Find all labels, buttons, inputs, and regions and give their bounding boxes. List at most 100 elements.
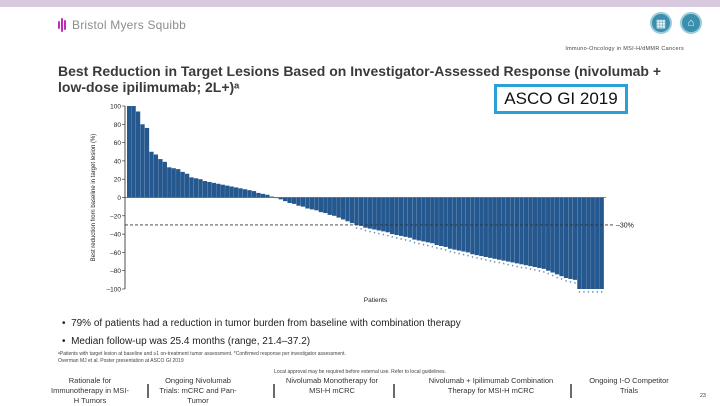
bullet-point-2: • Median follow-up was 25.4 months (rang… (62, 336, 311, 347)
waterfall-bar (323, 197, 328, 214)
waterfall-bar (167, 167, 172, 198)
waterfall-bar (314, 197, 319, 211)
confirmed-response-marker: * (574, 282, 576, 288)
waterfall-bar (309, 197, 315, 210)
waterfall-bar (180, 171, 185, 198)
confirmed-response-marker: * (534, 269, 536, 275)
waterfall-bar (372, 197, 377, 230)
confirmed-response-marker: * (378, 232, 380, 238)
waterfall-bar (572, 197, 578, 280)
confirmed-response-marker: * (529, 268, 531, 274)
bullet-point-1: • 79% of patients had a reduction in tum… (62, 318, 461, 329)
confirmed-response-marker: * (391, 236, 393, 242)
waterfall-bar (421, 197, 426, 242)
menu-grid-button[interactable]: ▦ (650, 12, 672, 34)
waterfall-bar (233, 187, 239, 198)
waterfall-bar (532, 197, 537, 268)
waterfall-bar (256, 192, 261, 198)
confirmed-response-marker: * (583, 291, 585, 297)
waterfall-bar (220, 184, 225, 198)
confirmed-response-marker: * (592, 291, 594, 297)
waterfall-bar (456, 197, 462, 251)
waterfall-bar (242, 189, 248, 198)
waterfall-bar (443, 197, 448, 247)
confirmed-response-marker: * (449, 251, 451, 257)
waterfall-bar (336, 197, 341, 218)
confirmed-response-marker: * (556, 276, 558, 282)
nav-divider (393, 384, 395, 398)
waterfall-bar (554, 197, 560, 275)
confirmed-response-marker: * (463, 253, 465, 259)
waterfall-bar (340, 197, 346, 220)
confirmed-response-marker: * (489, 260, 491, 266)
waterfall-bar (479, 197, 484, 257)
waterfall-bar (385, 197, 390, 233)
footnote-1: ᵃPatients with target lesion at baseline… (58, 351, 346, 357)
nav-nivolumab-ipilimumab[interactable]: Nivolumab + Ipilimumab Combination Thera… (428, 376, 554, 395)
waterfall-bar (430, 197, 435, 244)
confirmed-response-marker: * (396, 237, 398, 243)
waterfall-bar (318, 197, 323, 213)
waterfall-bar (537, 197, 542, 268)
y-tick-label: 20 (114, 177, 122, 184)
confirmed-response-marker: * (543, 271, 545, 277)
nav-ongoing-nivolumab-trials[interactable]: Ongoing Nivolumab Trials: mCRC and Pan-T… (159, 376, 237, 405)
confirmed-response-marker: * (405, 239, 407, 245)
waterfall-bar (162, 161, 167, 198)
bullet-text-2: Median follow-up was 25.4 months (range,… (71, 336, 311, 347)
waterfall-bar (528, 197, 533, 267)
y-tick-label: –40 (110, 232, 121, 239)
confirmed-response-marker: * (472, 256, 474, 262)
waterfall-bar (541, 197, 546, 269)
confirmed-response-marker: * (440, 248, 442, 254)
waterfall-bar (127, 106, 132, 198)
confirmed-response-marker: * (512, 264, 514, 270)
waterfall-bar (363, 197, 368, 228)
nav-nivolumab-monotherapy[interactable]: Nivolumab Monotherapy for MSI-H mCRC (285, 376, 379, 395)
y-tick-label: 100 (110, 104, 121, 111)
confirmed-response-marker: * (476, 257, 478, 263)
waterfall-bar (251, 191, 257, 198)
confirmed-response-marker: * (579, 291, 581, 297)
confirmed-response-marker: * (565, 280, 567, 286)
waterfall-bar (546, 197, 551, 271)
waterfall-bar (140, 124, 145, 198)
slide-title: Best Reduction in Target Lesions Based o… (58, 63, 662, 95)
home-button[interactable]: ⌂ (680, 12, 702, 34)
confirmed-response-marker: * (414, 242, 416, 248)
waterfall-bar (229, 186, 234, 198)
confirmed-response-marker: * (387, 234, 389, 240)
y-tick-label: 80 (114, 122, 122, 129)
nav-competitor-trials[interactable]: Ongoing I-O Competitor Trials (589, 376, 669, 395)
waterfall-bar (193, 178, 199, 198)
confirmed-response-marker: * (601, 291, 603, 297)
waterfall-bar (345, 197, 350, 222)
y-tick-label: 40 (114, 158, 122, 165)
waterfall-bar (563, 197, 569, 279)
confirmed-response-marker: * (356, 227, 358, 233)
waterfall-bar (474, 197, 480, 256)
waterfall-bar (523, 197, 529, 266)
waterfall-bar (332, 197, 337, 216)
waterfall-bar (149, 151, 154, 198)
nav-rationale[interactable]: Rationale for Immunotherapy in MSI-H Tum… (51, 376, 129, 405)
waterfall-bar (595, 197, 600, 289)
waterfall-bar (269, 196, 274, 198)
waterfall-bar (274, 197, 279, 199)
waterfall-bar (483, 197, 488, 257)
waterfall-bar (390, 197, 395, 235)
confirmed-response-marker: * (538, 270, 540, 276)
waterfall-bar (287, 197, 292, 203)
waterfall-bar (296, 197, 301, 206)
confirmed-response-marker: * (418, 243, 420, 249)
waterfall-bar (176, 169, 181, 198)
confirmed-response-marker: * (409, 240, 411, 246)
confirmed-response-marker: * (521, 266, 523, 272)
nav-divider (570, 384, 572, 398)
waterfall-bar (238, 188, 243, 198)
home-icon: ⌂ (687, 17, 695, 29)
waterfall-bar (376, 197, 381, 231)
conference-badge: ASCO GI 2019 (494, 84, 628, 114)
waterfall-bar (291, 197, 297, 204)
